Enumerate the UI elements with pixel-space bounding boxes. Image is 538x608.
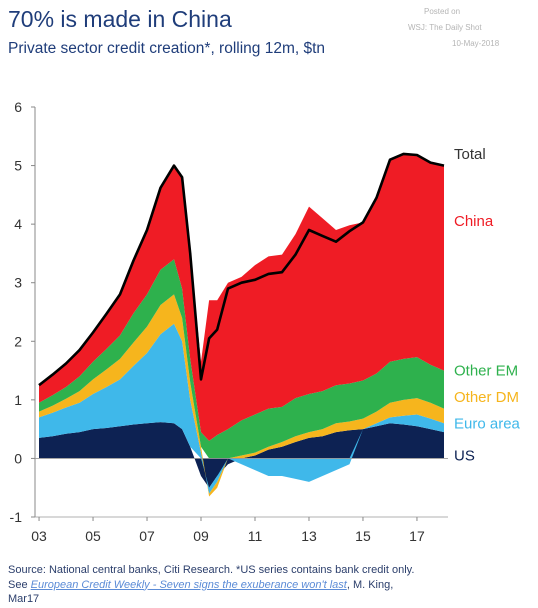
y-tick-label: 2 <box>14 333 22 349</box>
area-euro-area <box>39 323 444 494</box>
legend-label: Total <box>454 146 486 163</box>
y-tick-label: 6 <box>14 99 22 115</box>
legend-label: Other DM <box>454 389 519 406</box>
x-tick-label: 05 <box>85 528 101 544</box>
area-other-em <box>39 259 444 459</box>
legend-label: Other EM <box>454 363 518 380</box>
area-us <box>39 422 444 488</box>
y-tick-label: 1 <box>14 392 22 408</box>
chart-footer: Source: National central banks, Citi Res… <box>8 563 533 607</box>
posted-line-3: 10-May-2018 <box>452 39 500 48</box>
chart-subtitle: Private sector credit creation*, rolling… <box>8 40 326 57</box>
x-tick-label: 13 <box>301 528 317 544</box>
posted-line-2: WSJ: The Daily Shot <box>408 23 482 32</box>
x-tick-label: 11 <box>248 528 263 544</box>
area-other-dm <box>39 294 444 497</box>
x-tick-label: 07 <box>139 528 155 544</box>
stacked-area-chart: -1 0 1 2 3 4 5 6 03 05 07 09 11 13 15 17 Total China Other… <box>10 99 521 544</box>
x-tick-label: 09 <box>193 528 209 544</box>
see-suffix: , M. King, <box>346 578 394 591</box>
see-prefix: See <box>8 578 31 591</box>
legend-label: US <box>454 448 475 465</box>
x-tick-label: 03 <box>31 528 47 544</box>
x-tick-label: 17 <box>409 528 425 544</box>
chart-title: 70% is made in China <box>8 6 232 32</box>
legend-label: China <box>454 213 494 230</box>
area-china <box>39 153 444 441</box>
y-tick-label: 5 <box>14 158 22 174</box>
x-tick-label: 15 <box>355 528 371 544</box>
y-tick-label: 0 <box>14 450 22 466</box>
footer-date: Mar17 <box>8 593 40 605</box>
report-link[interactable]: European Credit Weekly - Seven signs the… <box>30 578 347 591</box>
legend-label: Euro area <box>454 415 521 432</box>
posted-watermark: Posted on WSJ: The Daily Shot 10-May-201… <box>408 4 532 52</box>
total-line <box>38 152 445 387</box>
see-note: See European Credit Weekly - Seven signs… <box>8 578 533 593</box>
posted-line-1: Posted on <box>424 7 461 16</box>
y-tick-label: 3 <box>14 275 22 291</box>
y-tick-label: 4 <box>14 216 22 232</box>
y-tick-label: -1 <box>10 509 23 525</box>
source-note: Source: National central banks, Citi Res… <box>8 564 415 576</box>
